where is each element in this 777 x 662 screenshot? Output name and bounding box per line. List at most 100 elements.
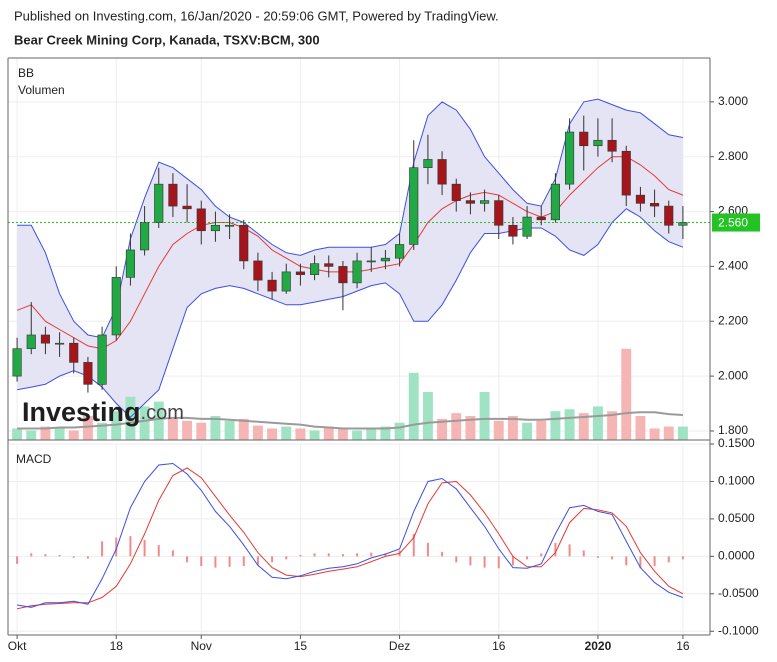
y-tick-label: 0.1500 <box>718 436 755 450</box>
volume-bar <box>621 348 632 440</box>
histogram-bar <box>625 556 628 566</box>
volume-bar <box>125 396 136 440</box>
histogram-bar <box>214 556 217 568</box>
histogram-bar <box>228 556 231 567</box>
volume-bar <box>252 425 263 440</box>
candle-body <box>83 362 93 385</box>
y-tick-label: -0.1000 <box>718 623 759 637</box>
candle-body <box>12 348 22 377</box>
histogram-bar <box>483 556 486 568</box>
y-tick-label: 2.400 <box>718 259 748 273</box>
histogram-bar <box>299 554 302 557</box>
volume-bar <box>607 411 618 440</box>
candle-body <box>40 334 50 344</box>
chart-heading: Bear Creek Mining Corp, Kanada, TSXV:BCM… <box>14 32 320 47</box>
volume-bar <box>196 422 207 440</box>
y-tick-label: 2.200 <box>718 313 748 327</box>
histogram-bar <box>455 556 458 563</box>
macd-panel <box>8 444 710 635</box>
candle-body <box>607 139 617 152</box>
candle-body <box>593 139 603 147</box>
candle-body <box>635 194 645 204</box>
volume-bar <box>394 422 405 440</box>
candle-body <box>310 263 320 275</box>
candle-body <box>494 200 504 226</box>
x-tick-label: 16 <box>492 639 506 653</box>
histogram-bar <box>313 553 316 557</box>
candle-body <box>423 159 433 168</box>
candle-body <box>536 216 546 221</box>
histogram-bar <box>667 556 670 563</box>
histogram-bar <box>171 550 174 557</box>
histogram-bar <box>101 541 104 557</box>
legend-label: Volumen <box>18 83 65 97</box>
histogram-bar <box>596 556 599 558</box>
candle-body <box>55 342 65 345</box>
histogram-bar <box>129 536 132 557</box>
histogram-bar <box>370 552 373 557</box>
histogram-bar <box>639 556 642 569</box>
volume-bar <box>167 418 178 440</box>
volume-bar <box>578 413 589 440</box>
candle-body <box>168 183 178 207</box>
histogram-bar <box>256 556 259 566</box>
candle-body <box>437 159 447 185</box>
x-tick-label: Dez <box>389 639 410 653</box>
volume-bar <box>82 416 93 440</box>
y-tick-label: -0.0500 <box>718 586 759 600</box>
last-price-tag <box>712 213 760 232</box>
histogram-bar <box>412 533 415 557</box>
x-tick-label: 15 <box>294 639 308 653</box>
candle-body <box>111 277 121 336</box>
y-tick-label: 1.800 <box>718 423 748 437</box>
y-tick-label: 2.000 <box>718 368 748 382</box>
bollinger-fill <box>17 99 683 418</box>
volume-bar <box>281 426 292 440</box>
histogram-bar <box>426 542 429 557</box>
candle-body <box>281 271 291 292</box>
volume-bar <box>550 411 561 440</box>
volume-bar <box>224 420 235 440</box>
candle-body <box>678 222 688 226</box>
macd-line <box>17 462 684 608</box>
candle-body <box>565 131 575 185</box>
candle-body <box>395 244 405 259</box>
candle-body <box>295 271 305 275</box>
histogram-bar <box>653 556 656 567</box>
y-tick-label: 2.800 <box>718 149 748 163</box>
x-tick-label: Nov <box>191 639 212 653</box>
x-tick-label: 2020 <box>585 639 612 653</box>
candle-body <box>210 224 220 232</box>
candle-body <box>480 200 490 204</box>
y-tick-label: 0.0000 <box>718 549 755 563</box>
histogram-bar <box>511 556 514 566</box>
candle-body <box>239 224 249 262</box>
candle-body <box>664 205 674 226</box>
candle-body <box>550 183 560 221</box>
x-tick-label: 18 <box>110 639 124 653</box>
volume-bar <box>422 392 433 440</box>
candle-body <box>154 183 164 223</box>
histogram-bar <box>58 554 61 557</box>
volume-bar <box>366 428 377 440</box>
candle-body <box>253 260 263 281</box>
volume-bar <box>465 416 476 440</box>
y-tick-label: 0.0500 <box>718 511 755 525</box>
histogram-bar <box>242 556 245 567</box>
volume-bar <box>323 426 334 440</box>
volume-bar <box>210 416 221 440</box>
watermark-brand: Investing <box>22 397 141 427</box>
volume-bar <box>522 422 533 440</box>
volume-bar <box>507 416 518 440</box>
plot-layer: Okt 18 Nov 15 Dez 16 2020 16 1.800 2.000 2.200 2.40… <box>7 57 760 653</box>
volume-bar <box>68 430 79 440</box>
volume-bar <box>663 426 674 440</box>
volume-bar <box>479 392 490 440</box>
y-tick-label: 3.000 <box>718 94 748 108</box>
volume-bar <box>12 428 23 440</box>
histogram-bar <box>44 554 47 557</box>
candle-body <box>522 216 532 237</box>
legend-label: BB <box>18 66 34 80</box>
histogram-bar <box>540 553 543 557</box>
